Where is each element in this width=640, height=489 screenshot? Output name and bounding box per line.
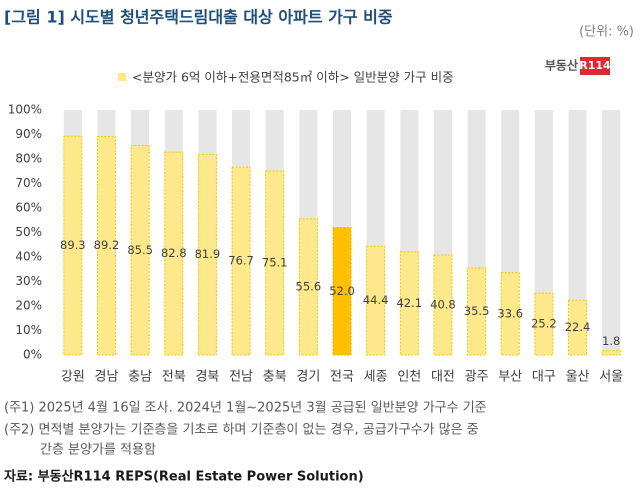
- y-tick-label: 40%: [15, 250, 42, 264]
- bar: [63, 135, 83, 356]
- source: 자료: 부동산R114 REPS(Real Estate Power Solut…: [4, 469, 364, 485]
- x-tick-label: 부산: [498, 370, 522, 385]
- bar: [164, 151, 184, 356]
- x-tick-label: 대전: [431, 370, 455, 385]
- y-tick-label: 100%: [8, 103, 42, 117]
- x-tick-label: 인천: [397, 370, 421, 385]
- y-tick-label: 30%: [15, 274, 42, 288]
- note: (주2) 면적별 분양가는 기준층을 기초로 하며 기준층이 없는 경우, 공급…: [4, 423, 479, 438]
- x-tick-label: 전국: [330, 370, 354, 385]
- y-tick-label: 80%: [15, 152, 42, 166]
- note: 간층 분양가를 적용함: [40, 443, 156, 458]
- bar: [500, 272, 520, 356]
- data-label: 82.8: [161, 246, 187, 260]
- bar-background: [602, 110, 621, 355]
- data-label: 75.1: [262, 256, 288, 270]
- data-label: 76.7: [228, 254, 254, 268]
- data-label: 85.5: [127, 243, 153, 257]
- data-label: 52.0: [329, 284, 355, 298]
- data-label: 81.9: [195, 247, 221, 261]
- y-tick-label: 10%: [15, 323, 42, 337]
- logo-text: 부동산: [545, 58, 578, 73]
- data-label: 35.5: [464, 304, 490, 318]
- bar: [96, 135, 116, 356]
- x-tick-label: 서울: [599, 370, 623, 385]
- y-tick-label: 20%: [15, 299, 42, 313]
- bar: [433, 254, 453, 356]
- x-tick-label: 경남: [95, 370, 119, 385]
- data-label: 40.8: [430, 298, 456, 312]
- bar: [298, 218, 318, 356]
- data-label: 89.3: [60, 238, 86, 252]
- unit: (단위: %): [579, 25, 634, 40]
- y-tick-label: 0%: [23, 348, 42, 362]
- bar: [366, 245, 386, 356]
- x-tick-label: 세종: [364, 370, 388, 385]
- bar: [332, 227, 352, 356]
- x-tick-label: 전남: [229, 370, 253, 385]
- bar: [601, 350, 621, 356]
- bar: [467, 267, 487, 356]
- x-tick-label: 충북: [263, 370, 287, 385]
- logo-badge: R114: [579, 59, 611, 72]
- x-tick-label: 대구: [532, 370, 556, 385]
- x-tick-label: 경기: [296, 370, 320, 385]
- y-tick-label: 90%: [15, 127, 42, 141]
- data-label: 89.2: [94, 238, 120, 252]
- y-tick-label: 60%: [15, 201, 42, 215]
- x-tick-label: 충남: [128, 370, 152, 385]
- x-tick-label: 울산: [566, 370, 590, 385]
- legend-swatch: [118, 73, 126, 81]
- bar-background: [568, 110, 587, 355]
- data-label: 44.4: [363, 293, 389, 307]
- legend-label: <분양가 6억 이하+전용면적85㎡ 이하> 일반분양 가구 비중: [132, 70, 454, 85]
- data-label: 25.2: [531, 317, 557, 331]
- data-label: 42.1: [396, 296, 422, 310]
- logo-badge-box: [580, 57, 610, 75]
- bar: [568, 299, 588, 356]
- data-label: 55.6: [296, 279, 322, 293]
- y-tick-label: 50%: [15, 225, 42, 239]
- bar: [265, 170, 285, 356]
- note: (주1) 2025년 4월 16일 조사. 2024년 1월~2025년 3월 …: [4, 401, 487, 416]
- x-tick-label: 경북: [195, 370, 219, 385]
- bar: [197, 153, 217, 356]
- bar: [399, 251, 419, 356]
- bar: [130, 145, 150, 356]
- bar: [534, 292, 554, 356]
- x-tick-label: 강원: [61, 370, 85, 385]
- x-tick-label: 광주: [465, 370, 489, 385]
- chart-title: [그림 1] 시도별 청년주택드림대출 대상 아파트 가구 비중: [4, 8, 393, 27]
- data-label: 33.6: [497, 306, 523, 320]
- bar: [231, 166, 251, 356]
- data-label: 1.8: [602, 334, 620, 348]
- data-label: 22.4: [565, 320, 591, 334]
- x-tick-label: 전북: [162, 370, 186, 385]
- y-tick-label: 70%: [15, 176, 42, 190]
